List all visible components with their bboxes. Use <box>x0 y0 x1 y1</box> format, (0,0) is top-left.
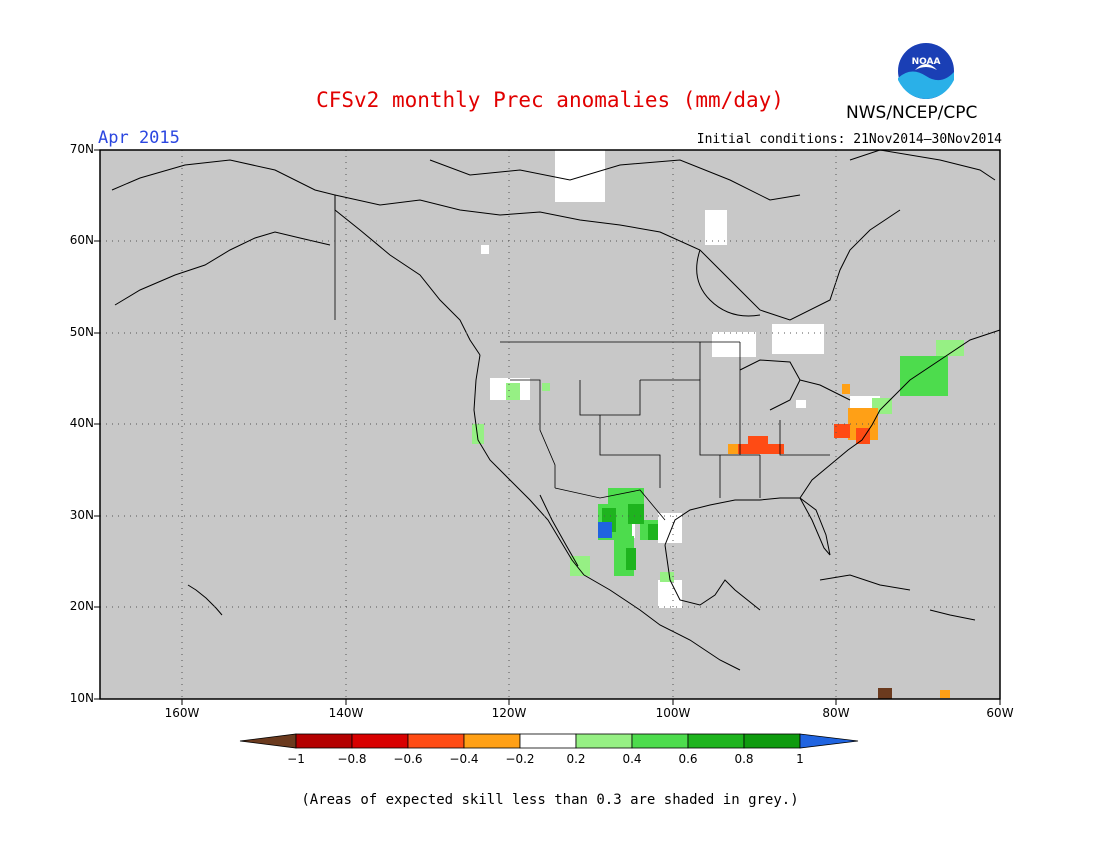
colorbar-label: 0.8 <box>734 752 754 766</box>
colorbar-label: 1 <box>796 752 804 766</box>
colorbar-label: −1 <box>287 752 305 766</box>
lon-label-100w: 100W <box>655 706 691 720</box>
graticule <box>100 150 1000 699</box>
colorbar-swatch-0 <box>239 733 297 749</box>
noaa-logo-icon: NOAA <box>896 41 956 101</box>
lat-label-40n: 40N <box>69 416 94 430</box>
valid-month-label: Apr 2015 <box>98 128 180 148</box>
colorbar-swatch-2 <box>351 733 409 749</box>
political-borders <box>334 195 830 521</box>
colorbar-swatch-8 <box>687 733 745 749</box>
colorbar-swatch-9 <box>743 733 801 749</box>
lon-label-80w: 80W <box>822 706 850 720</box>
skill-footnote: (Areas of expected skill less than 0.3 a… <box>301 792 799 808</box>
lat-label-50n: 50N <box>69 325 94 339</box>
lat-label-20n: 20N <box>69 599 94 613</box>
lat-label-30n: 30N <box>69 508 94 522</box>
chart-title: CFSv2 monthly Prec anomalies (mm/day) <box>316 88 784 112</box>
colorbar <box>239 733 859 749</box>
anomaly-patches <box>472 150 964 699</box>
colorbar-label: −0.4 <box>449 752 479 766</box>
initial-conditions-label: Initial conditions: 21Nov2014–30Nov2014 <box>696 132 1002 147</box>
svg-text:NOAA: NOAA <box>912 57 941 67</box>
axis-ticks <box>94 149 1001 705</box>
colorbar-swatch-3 <box>407 733 465 749</box>
colorbar-swatch-5 <box>519 733 577 749</box>
lat-label-10n: 10N <box>69 691 94 705</box>
colorbar-label: 0.4 <box>622 752 642 766</box>
colorbar-swatch-6 <box>575 733 633 749</box>
lat-label-60n: 60N <box>69 233 94 247</box>
colorbar-swatch-4 <box>463 733 521 749</box>
colorbar-label: −0.8 <box>337 752 367 766</box>
colorbar-label: 0.6 <box>678 752 698 766</box>
organization-label: NWS/NCEP/CPC <box>846 103 978 123</box>
colorbar-label: −0.2 <box>505 752 535 766</box>
lon-label-60w: 60W <box>986 706 1014 720</box>
colorbar-label: 0.2 <box>566 752 586 766</box>
colorbar-label: −0.6 <box>393 752 423 766</box>
colorbar-swatch-10 <box>799 733 859 749</box>
colorbar-swatch-1 <box>295 733 353 749</box>
lon-label-140w: 140W <box>328 706 364 720</box>
lon-label-120w: 120W <box>491 706 527 720</box>
lat-label-70n: 70N <box>69 142 94 156</box>
lon-label-160w: 160W <box>164 706 200 720</box>
colorbar-swatch-7 <box>631 733 689 749</box>
